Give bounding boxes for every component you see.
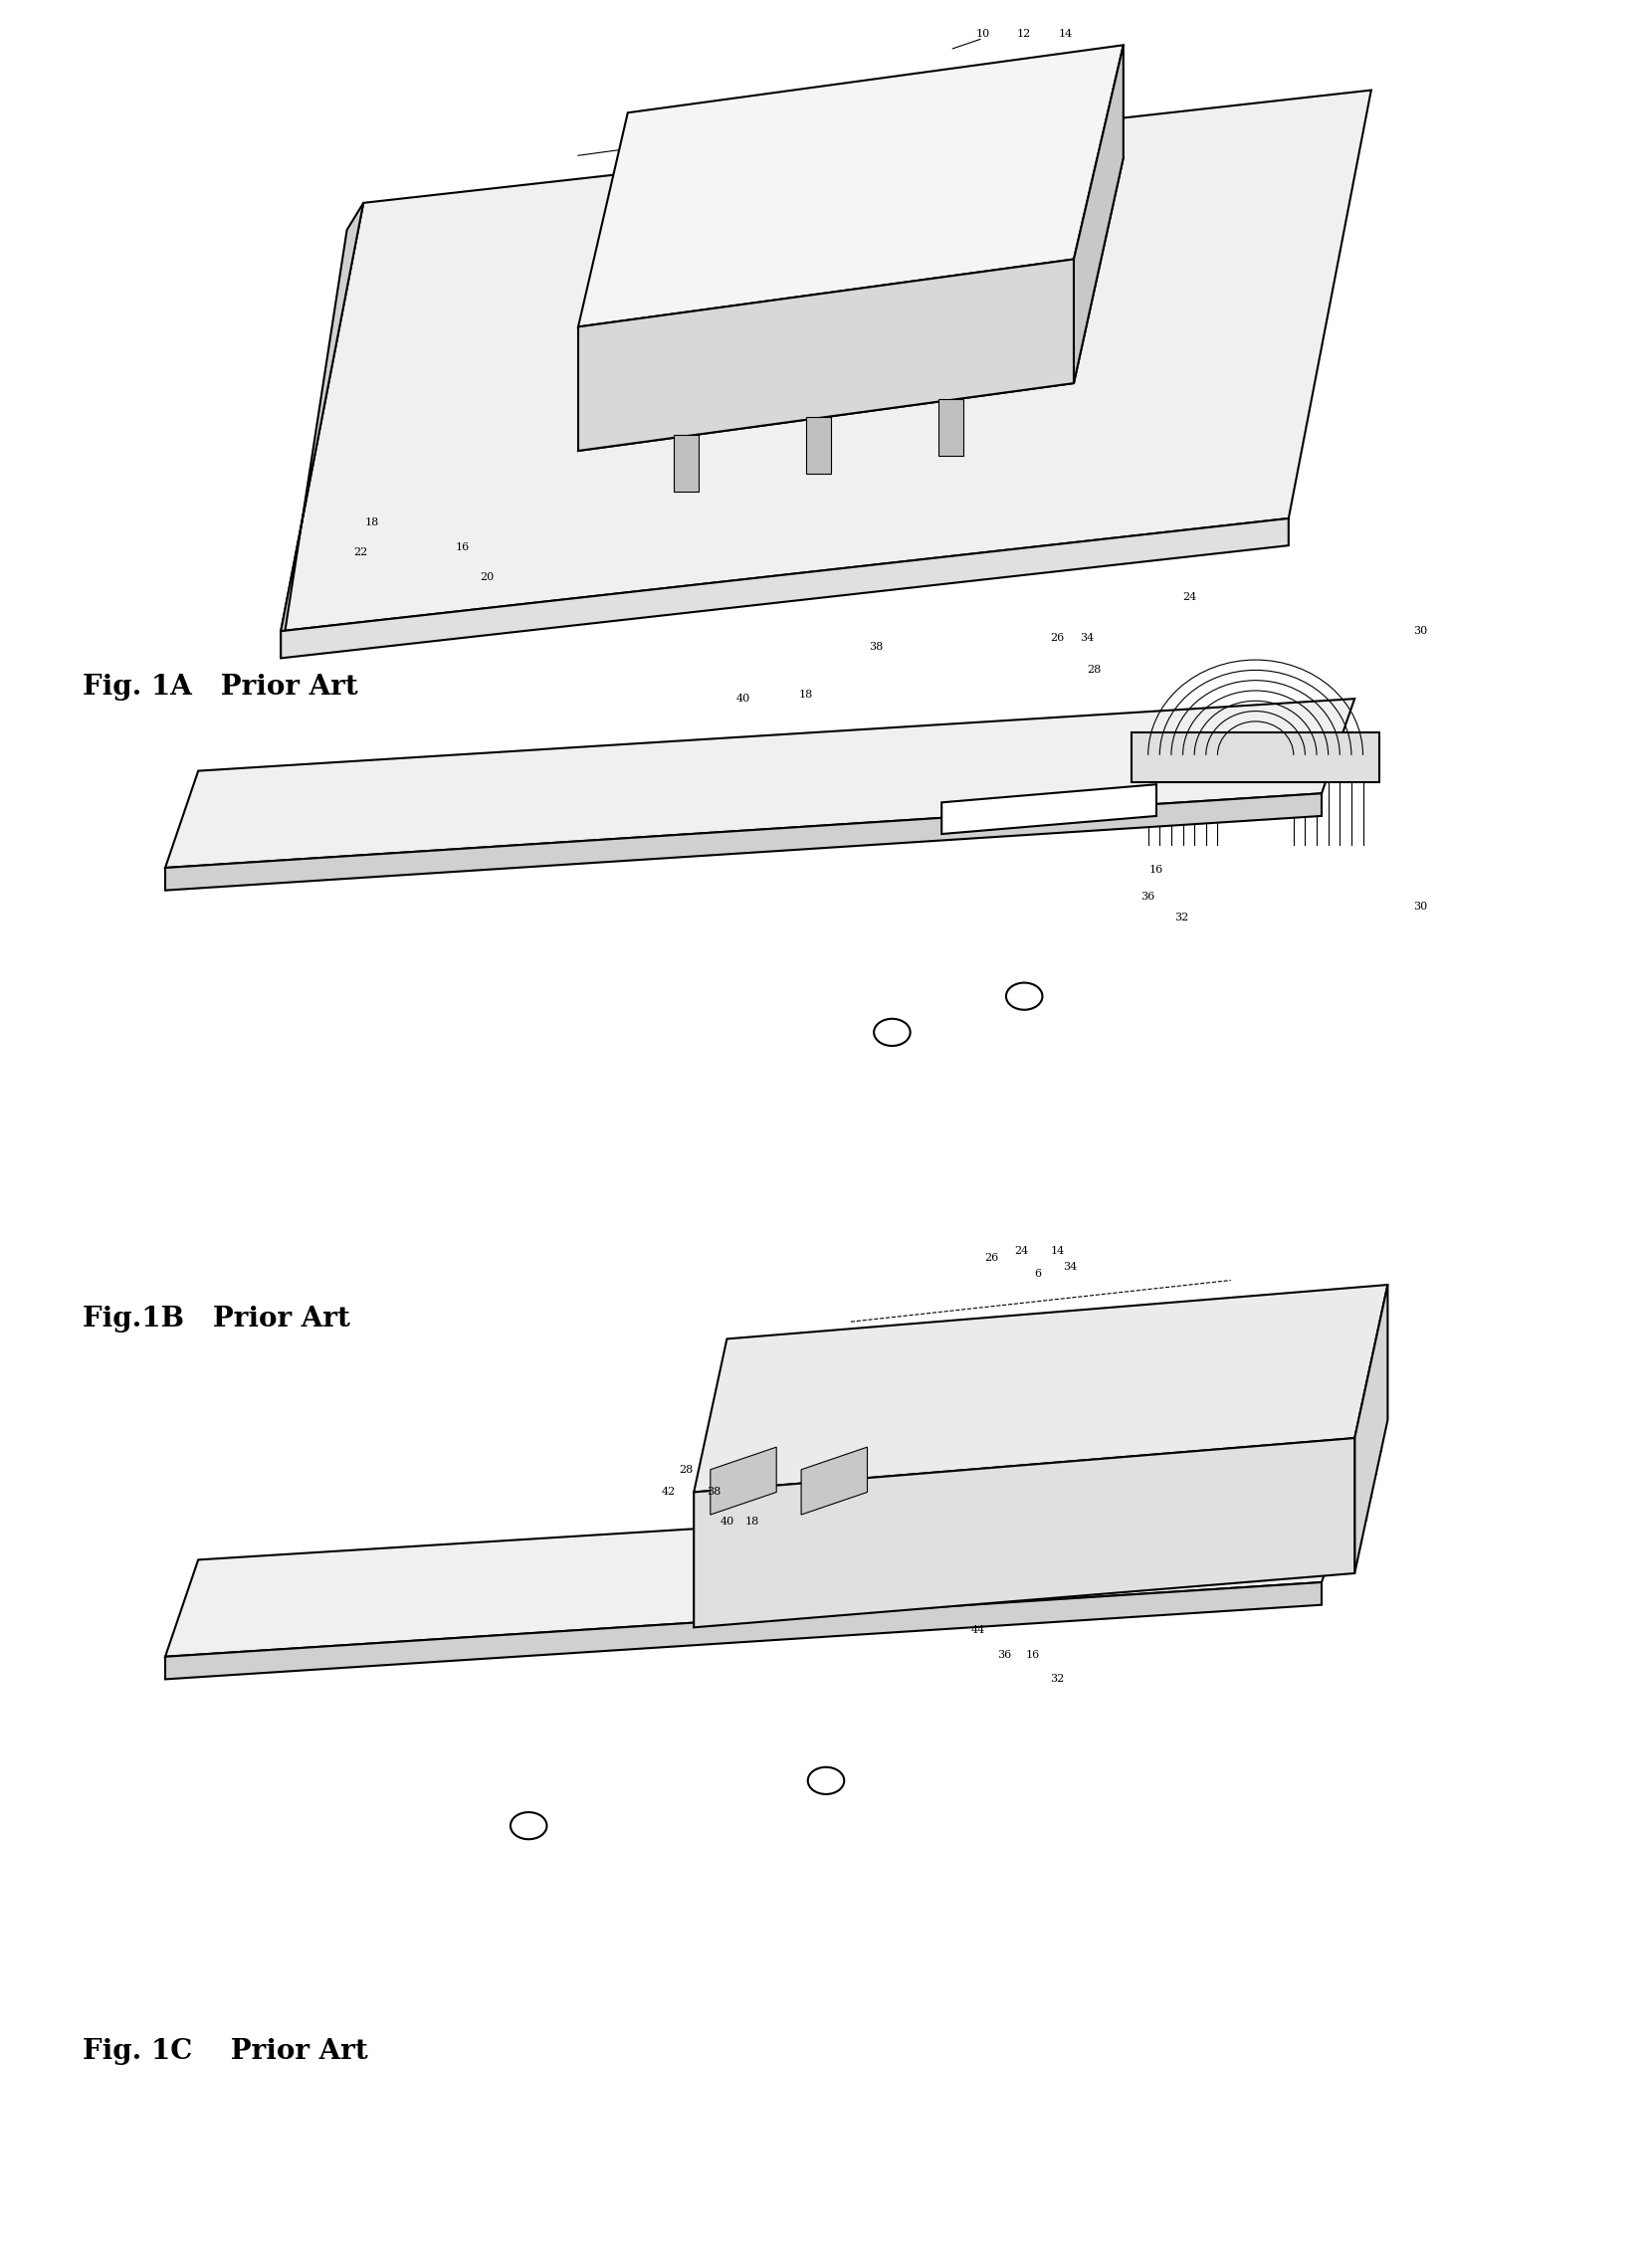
Polygon shape	[578, 45, 1123, 327]
Text: 16: 16	[456, 543, 469, 552]
Text: 24: 24	[1014, 1246, 1028, 1255]
Polygon shape	[281, 203, 363, 658]
Text: 18: 18	[745, 1517, 758, 1526]
Text: 18: 18	[365, 518, 378, 527]
Text: 16: 16	[1150, 866, 1163, 875]
Polygon shape	[806, 417, 831, 473]
Text: 20: 20	[481, 573, 494, 582]
Text: 40: 40	[720, 1517, 733, 1526]
Text: 36: 36	[998, 1650, 1011, 1659]
Text: 32: 32	[1051, 1675, 1064, 1684]
Text: 34: 34	[1064, 1262, 1077, 1271]
Polygon shape	[801, 1447, 867, 1515]
Text: 24: 24	[1183, 593, 1196, 602]
Text: 38: 38	[869, 642, 882, 651]
Text: 36: 36	[1142, 893, 1155, 902]
Polygon shape	[1355, 1285, 1388, 1573]
Polygon shape	[694, 1438, 1355, 1627]
Text: 18: 18	[800, 690, 813, 699]
Text: Fig.1B   Prior Art: Fig.1B Prior Art	[83, 1305, 350, 1332]
Polygon shape	[281, 90, 1371, 631]
Text: 38: 38	[707, 1488, 720, 1497]
Text: 14: 14	[1059, 29, 1072, 38]
Polygon shape	[1074, 45, 1123, 383]
Text: 28: 28	[679, 1465, 692, 1474]
Polygon shape	[938, 399, 963, 455]
Text: 32: 32	[1175, 913, 1188, 922]
Polygon shape	[281, 518, 1289, 658]
Text: 30: 30	[1414, 902, 1427, 911]
Text: 12: 12	[1018, 29, 1031, 38]
Text: 40: 40	[737, 694, 750, 703]
Polygon shape	[674, 435, 699, 491]
Text: 22: 22	[354, 548, 367, 557]
Polygon shape	[578, 259, 1074, 451]
Text: 26: 26	[985, 1253, 998, 1262]
Text: 16: 16	[1026, 1650, 1039, 1659]
Text: 34: 34	[1080, 633, 1094, 642]
Text: 42: 42	[662, 1488, 676, 1497]
Polygon shape	[694, 1285, 1388, 1492]
Text: 26: 26	[1051, 633, 1064, 642]
Polygon shape	[942, 784, 1156, 834]
Polygon shape	[578, 158, 1123, 451]
Text: Fig. 1A   Prior Art: Fig. 1A Prior Art	[83, 674, 358, 701]
Polygon shape	[710, 1447, 776, 1515]
Polygon shape	[165, 1488, 1355, 1657]
Polygon shape	[165, 1582, 1322, 1679]
Text: 14: 14	[1051, 1246, 1064, 1255]
Polygon shape	[165, 699, 1355, 868]
Polygon shape	[1132, 733, 1379, 782]
Text: 28: 28	[1087, 665, 1100, 674]
Text: 10: 10	[976, 29, 990, 38]
Text: 6: 6	[1034, 1269, 1041, 1278]
Text: Fig. 1C    Prior Art: Fig. 1C Prior Art	[83, 2038, 368, 2065]
Text: 30: 30	[1414, 627, 1427, 636]
Text: 44: 44	[971, 1625, 985, 1634]
Polygon shape	[165, 793, 1322, 890]
